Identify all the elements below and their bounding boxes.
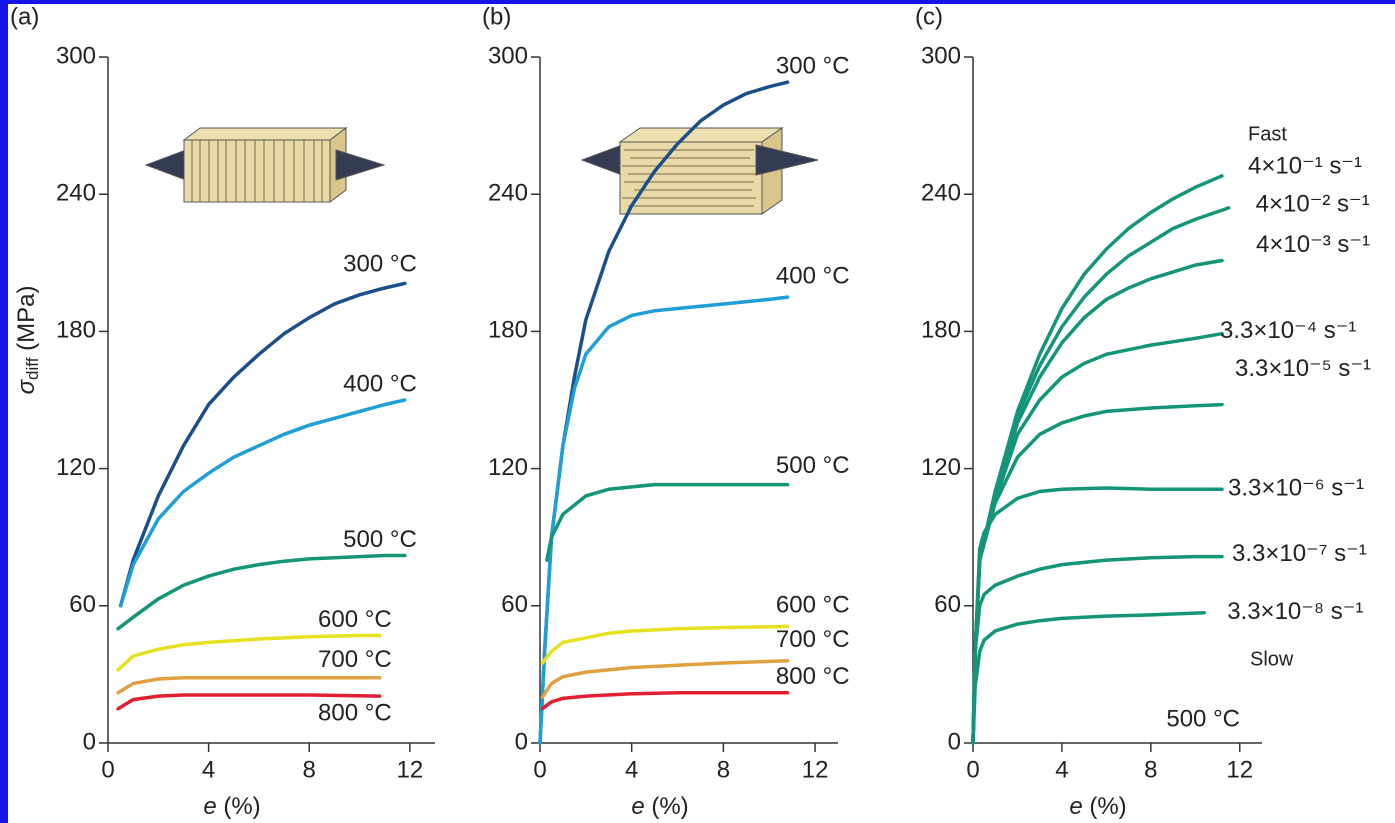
figure: (a)06012018024030004812e (%)σdiff (MPa)3…: [0, 0, 1395, 823]
series-label: 4×10⁻³ s⁻¹: [1256, 231, 1370, 258]
x-tick-label: 0: [966, 756, 979, 783]
x-label-part: (%): [217, 793, 261, 820]
y-tick-label: 240: [56, 180, 96, 207]
page: (a)06012018024030004812e (%)σdiff (MPa)3…: [0, 0, 1395, 823]
x-axis-label: e (%): [631, 793, 688, 820]
series-label: 700 °C: [318, 646, 392, 673]
panel-label: (c): [915, 3, 943, 30]
y-tick-label: 180: [56, 317, 96, 344]
y-tick-label: 180: [921, 317, 961, 344]
x-tick-label: 8: [717, 756, 730, 783]
y-tick-label: 300: [921, 42, 961, 69]
x-label-part: e: [1069, 793, 1082, 820]
y-tick-label: 0: [948, 728, 961, 755]
x-tick-label: 0: [533, 756, 546, 783]
y-tick-label: 120: [921, 454, 961, 481]
series-label: 500 °C: [343, 526, 417, 553]
y-tick-label: 0: [83, 728, 96, 755]
series-label: 3.3×10⁻⁸ s⁻¹: [1227, 598, 1363, 625]
x-tick-label: 4: [625, 756, 638, 783]
x-label-part: (%): [645, 793, 689, 820]
x-tick-label: 12: [802, 756, 829, 783]
x-tick-label: 12: [1226, 756, 1253, 783]
x-label-part: e: [203, 793, 216, 820]
series-label: 4×10⁻¹ s⁻¹: [1248, 152, 1362, 179]
series-label: 3.3×10⁻⁶ s⁻¹: [1228, 475, 1364, 502]
x-label-part: (%): [1083, 793, 1127, 820]
y-tick-label: 60: [934, 591, 961, 618]
x-axis-label: e (%): [1069, 793, 1126, 820]
series-label: 300 °C: [776, 52, 850, 79]
x-axis-label: e (%): [203, 793, 260, 820]
series-label: 600 °C: [318, 606, 392, 633]
x-tick-label: 0: [101, 756, 114, 783]
series-label: 800 °C: [318, 699, 392, 726]
y-tick-label: 0: [515, 728, 528, 755]
x-tick-label: 8: [1144, 756, 1157, 783]
y-tick-label: 60: [69, 591, 96, 618]
panel-label: (b): [482, 3, 511, 30]
series-label: 400 °C: [776, 262, 850, 289]
y-label-part: diff: [23, 357, 42, 380]
series-label: 700 °C: [776, 626, 850, 653]
x-tick-label: 12: [396, 756, 423, 783]
series-label: 300 °C: [343, 251, 417, 278]
y-label-part: (MPa): [13, 286, 40, 358]
series-label: 800 °C: [776, 663, 850, 690]
series-label: 3.3×10⁻⁵ s⁻¹: [1235, 355, 1371, 382]
x-tick-label: 4: [202, 756, 215, 783]
y-tick-label: 300: [56, 42, 96, 69]
y-tick-label: 300: [488, 42, 528, 69]
y-tick-label: 240: [921, 180, 961, 207]
annotation: Fast: [1248, 123, 1287, 145]
y-tick-label: 240: [488, 180, 528, 207]
y-tick-label: 120: [56, 454, 96, 481]
background: [8, 4, 1395, 823]
annotation: Slow: [1250, 648, 1294, 670]
series-label: 4×10⁻² s⁻¹: [1256, 190, 1370, 217]
y-tick-label: 120: [488, 454, 528, 481]
x-tick-label: 4: [1055, 756, 1068, 783]
x-label-part: e: [631, 793, 644, 820]
series-label: 400 °C: [343, 370, 417, 397]
series-label: 600 °C: [776, 592, 850, 619]
y-tick-label: 180: [488, 317, 528, 344]
series-label: 3.3×10⁻⁴ s⁻¹: [1220, 317, 1356, 344]
panel-label: (a): [10, 3, 39, 30]
x-tick-label: 8: [303, 756, 316, 783]
annotation: 500 °C: [1166, 705, 1240, 732]
series-label: 3.3×10⁻⁷ s⁻¹: [1232, 540, 1367, 567]
y-tick-label: 60: [501, 591, 528, 618]
series-label: 500 °C: [776, 452, 850, 479]
